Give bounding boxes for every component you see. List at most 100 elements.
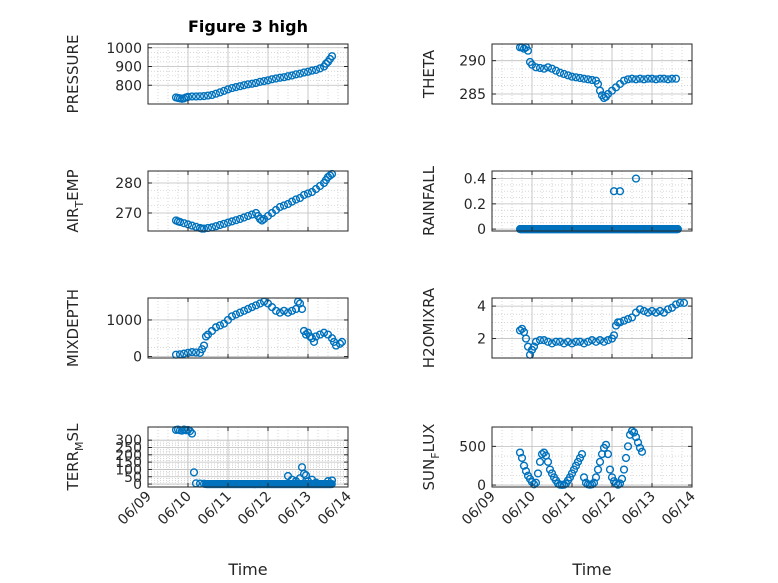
data-point	[567, 469, 577, 478]
y-axis-label-main: PRESSURE	[64, 35, 82, 114]
data-point	[621, 453, 631, 463]
data-point	[547, 64, 557, 73]
data-point	[251, 78, 261, 88]
data-point	[283, 199, 293, 209]
data-point	[569, 465, 579, 474]
data-point	[551, 337, 561, 346]
data-point	[255, 299, 265, 308]
data-point	[215, 88, 225, 97]
data-point	[283, 308, 293, 317]
data-point	[299, 68, 309, 77]
data-point	[545, 465, 555, 474]
subplot-mid-upper-left: 270 280 AIRTEMP	[64, 169, 349, 233]
y-tick-label: 1000	[106, 313, 142, 329]
data-point	[231, 83, 241, 92]
data-point	[303, 189, 313, 198]
data-point	[515, 326, 525, 335]
y-axis-label-main: H2OMIXRA	[420, 287, 438, 368]
x-tick-label: 06/12	[235, 489, 275, 529]
data-point	[651, 308, 661, 317]
data-point	[663, 75, 673, 84]
y-tick-label: 800	[115, 78, 142, 94]
y-tick-label: 270	[115, 206, 142, 222]
data-point	[651, 75, 661, 84]
data-point	[187, 221, 197, 230]
axes-box	[147, 170, 349, 232]
data-point	[639, 306, 649, 316]
data-point	[207, 90, 217, 100]
data-point	[571, 337, 581, 346]
data-point	[567, 339, 577, 348]
data-point	[591, 337, 601, 346]
data-point	[235, 308, 245, 317]
data-point	[291, 304, 301, 314]
data-point	[615, 318, 625, 327]
y-axis-label: H2OMIXRA	[420, 287, 438, 368]
axes-box	[147, 297, 349, 359]
data-point	[555, 68, 565, 77]
data-point	[243, 211, 253, 221]
data-point	[279, 201, 289, 210]
data-point	[319, 328, 329, 337]
data-point	[235, 214, 245, 224]
data-point	[515, 448, 525, 457]
axes-box	[491, 170, 693, 232]
subplot-mid-lower-right: 2 4 H2OMIXRA	[420, 287, 693, 368]
data-point	[595, 336, 605, 345]
grid-lines	[148, 298, 348, 358]
data-point	[563, 337, 573, 346]
data-point	[271, 74, 281, 83]
data-point	[283, 72, 293, 81]
data-point	[275, 73, 285, 82]
data-point	[565, 473, 575, 482]
y-tick-label: 0	[477, 222, 486, 238]
data-point	[539, 336, 549, 345]
data-point	[231, 310, 241, 319]
grid-lines	[492, 171, 692, 231]
data-point	[579, 74, 589, 83]
data-point	[179, 349, 189, 358]
data-point	[259, 77, 269, 86]
y-axis-label: MIXDEPTH	[64, 289, 82, 367]
data-point	[627, 313, 637, 322]
data-point	[671, 300, 681, 309]
axes-box	[491, 43, 693, 105]
data-point	[247, 79, 257, 88]
data-point	[619, 76, 629, 85]
y-axis-label: TERRMSL	[64, 423, 86, 492]
data-point	[629, 428, 639, 437]
data-point	[639, 75, 649, 84]
data-point	[567, 72, 577, 81]
x-tick-label: 06/11	[539, 489, 579, 529]
y-tick-label: 280	[115, 176, 142, 192]
data-point	[335, 339, 345, 348]
x-tick-label: 06/09	[459, 489, 499, 529]
data-point	[635, 443, 645, 453]
y-tick-label: 0.2	[464, 197, 486, 213]
data-series	[515, 426, 647, 490]
data-point	[551, 66, 561, 75]
data-point	[521, 334, 531, 343]
y-tick-label: 150	[115, 455, 142, 471]
data-point	[287, 197, 297, 206]
data-point	[251, 301, 261, 310]
y-tick-label: 300	[115, 433, 142, 449]
data-point	[631, 174, 641, 183]
y-axis-label-main: TERR	[64, 451, 82, 492]
subplot-mid-lower-left: 0 1000 MIXDEPTH	[64, 289, 349, 367]
data-point	[535, 63, 545, 73]
data-point	[631, 432, 641, 442]
axes-box	[491, 426, 693, 488]
x-tick-label: 06/13	[619, 489, 659, 529]
data-point	[337, 337, 347, 347]
data-point	[175, 217, 185, 227]
y-axis-label: THETA	[420, 49, 438, 99]
data-point	[305, 332, 315, 341]
data-point	[211, 323, 221, 332]
y-axis-label-main: AIR	[64, 208, 82, 233]
x-tick-label: 06/10	[499, 489, 539, 529]
data-point	[543, 337, 553, 346]
y-axis-label-subscript: T	[73, 201, 86, 209]
data-point	[223, 218, 233, 227]
